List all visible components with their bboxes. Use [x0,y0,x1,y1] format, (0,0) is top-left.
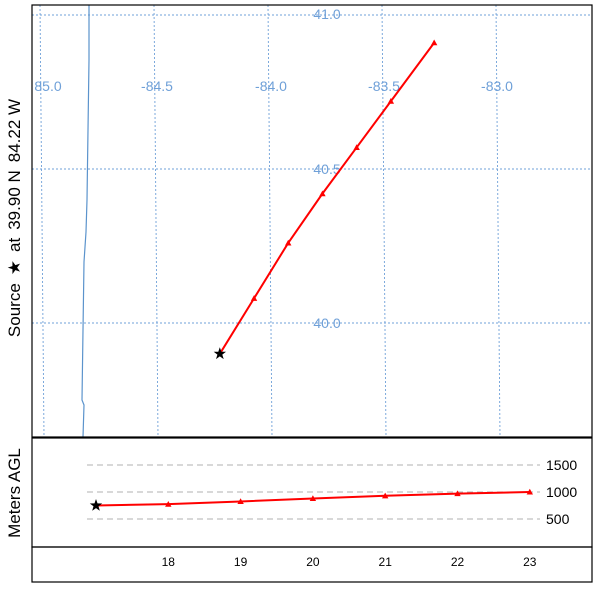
hour-tick-label: 18 [162,555,176,569]
height-trajectory-point [165,500,172,507]
latitude-label: 40.0 [313,315,340,331]
height-source-star-marker [89,499,103,511]
trajectory-point [250,295,258,301]
longitude-label: 85.0 [34,78,61,94]
time-axis-frame [31,546,593,583]
longitude-label: -83.5 [368,78,400,94]
height-trajectory-point [237,498,244,505]
height-panel: 500 1000 1500 18 19 20 21 22 23 [31,437,593,583]
longitude-label: -83.0 [481,78,513,94]
height-trajectory-point [309,495,317,502]
height-tick-label: 1500 [546,457,577,473]
height-trajectory-point [526,488,533,495]
height-trajectory-point [382,492,389,499]
hour-tick-label: 23 [523,555,537,569]
latitude-label: 41.0 [313,6,340,22]
hour-tick-label: 19 [234,555,248,569]
longitude-gridline [381,4,387,438]
longitude-gridline [495,4,501,438]
height-tick-label: 500 [546,511,570,527]
hour-tick-label: 21 [379,555,393,569]
longitude-gridline [39,4,45,438]
map-frame [31,4,593,438]
latitude-label: 40.5 [313,161,340,177]
state-boundary-line [81,5,90,438]
height-trajectory-point [454,490,461,497]
longitude-gridline [153,4,159,438]
trajectory-point [285,239,292,246]
longitude-label: -84.0 [255,78,287,94]
map-background [32,5,592,437]
source-star-marker [213,347,226,360]
map-panel: 85.0 -84.5 -84.0 -83.5 -83.0 41.0 40.5 40.0 [31,4,593,438]
trajectory-point [430,39,438,46]
hour-tick-label: 20 [306,555,320,569]
height-tick-label: 1000 [546,484,577,500]
hour-tick-label: 22 [451,555,465,569]
longitude-gridline [267,4,273,438]
trajectory-point [319,190,326,197]
trajectory-point [353,144,360,150]
trajectory-point [387,98,395,104]
longitude-label: -84.5 [141,78,173,94]
